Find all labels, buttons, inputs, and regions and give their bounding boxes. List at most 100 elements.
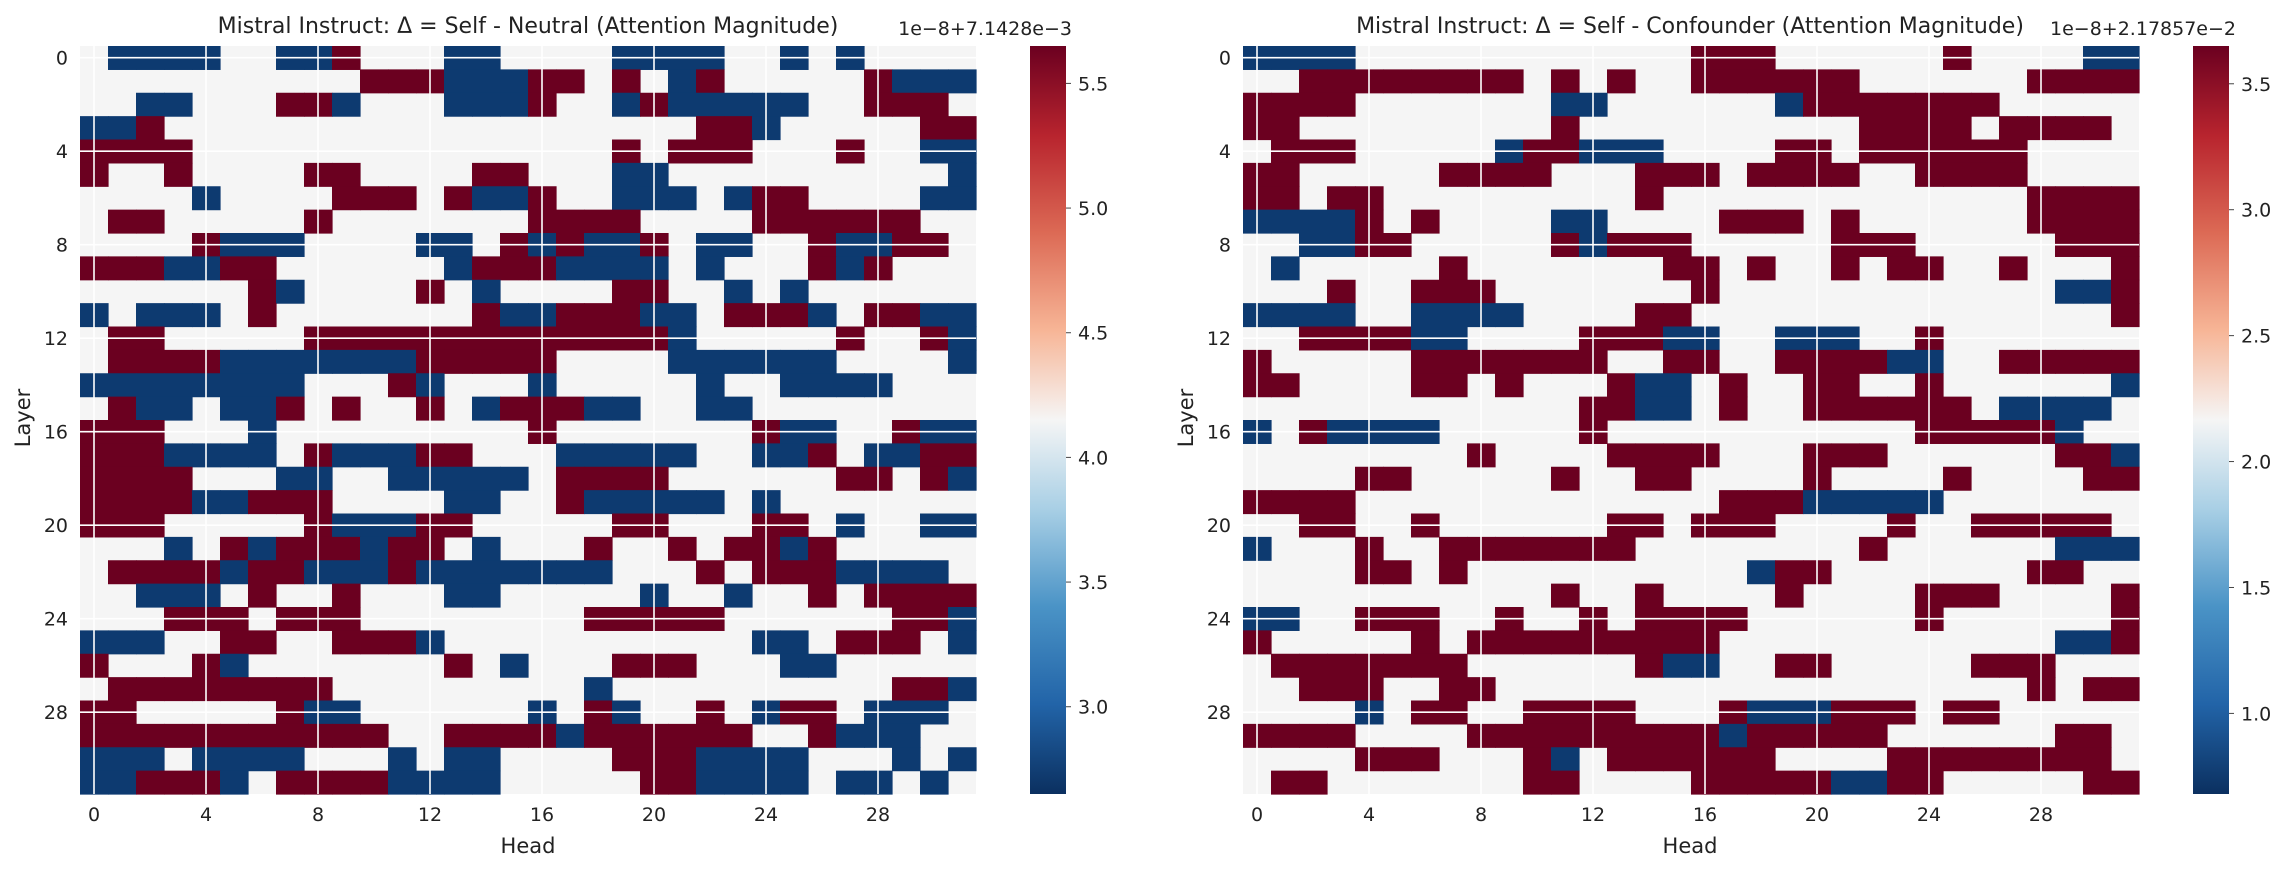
x-tick-label: 16 [1693,804,1717,826]
heatmap-cell [2055,69,2084,94]
heatmap-cell [248,560,277,585]
heatmap-cell [612,186,641,211]
x-tick-label: 8 [1475,804,1487,826]
heatmap-cell [612,69,641,94]
heatmap-cell [472,770,501,795]
heatmap-cell [1607,69,1636,94]
heatmap-cell [1775,653,1804,678]
heatmap-cell [1271,653,1300,678]
colorbar-tick-label: 1.0 [2241,703,2271,725]
heatmap-cell [1775,770,1804,795]
heatmap-cell [472,92,501,117]
heatmap-cell [948,747,977,772]
heatmap-cell [1327,723,1356,748]
heatmap-cell [1887,396,1916,421]
heatmap-cell [2111,303,2140,328]
heatmap-cell [668,303,697,328]
heatmap-cell [332,583,361,608]
heatmap-cell [1551,770,1580,795]
x-tick-label: 24 [754,804,778,826]
heatmap-cell [1887,770,1916,795]
x-tick-label: 28 [866,804,890,826]
heatmap-cell [1635,653,1664,678]
heatmap-cell [1523,162,1552,187]
heatmap-cell [1943,747,1972,772]
heatmap-cell [1299,723,1328,748]
heatmap-cell [1775,69,1804,94]
heatmap-cell [2055,209,2084,234]
heatmap-cell [920,770,949,795]
heatmap-cell [108,677,137,702]
heatmap-cell [1327,279,1356,304]
x-tick-label: 0 [88,804,100,826]
heatmap-cell [360,69,389,94]
heatmap-cell [1495,723,1524,748]
heatmap-cell [1271,256,1300,281]
heatmap-cell [2111,349,2140,374]
heatmap-cell [388,536,417,561]
heatmap-cell [808,256,837,281]
colorbar-tick-label: 3.5 [1078,572,1108,594]
heatmap-cell [892,303,921,328]
heatmap-cell [500,396,529,421]
heatmap-self-vs-confounder: Mistral Instruct: Δ = Self - Confounder … [1174,14,2271,858]
heatmap-cell [388,349,417,374]
heatmap-cell [780,209,809,234]
heatmap-cell [164,373,193,398]
heatmap-cell [892,677,921,702]
heatmap-cell [808,349,837,374]
heatmap-cell [108,560,137,585]
heatmap-cell [696,256,725,281]
heatmap-cell [724,770,753,795]
heatmap-cells [1243,46,2140,795]
heatmap-cell [1719,770,1748,795]
heatmap-cell [108,373,137,398]
heatmap-cell [1663,303,1692,328]
heatmap-cell [2083,677,2112,702]
heatmap-cell [1607,723,1636,748]
heatmap-cell [1551,583,1580,608]
heatmap-cell [892,443,921,468]
heatmap-cell [780,770,809,795]
heatmap-cell [220,373,249,398]
heatmap-cell [108,770,137,795]
y-tick-label: 4 [1219,141,1231,163]
heatmap-cell [1831,373,1860,398]
heatmap-cell [1831,92,1860,117]
heatmap-cell [1635,373,1664,398]
heatmap-cell [1607,373,1636,398]
heatmap-cell [2111,373,2140,398]
heatmap-cell [444,349,473,374]
heatmap-cell [276,770,305,795]
x-axis-ticks: 0 4 8 12 16 20 24 28 [1251,804,2053,826]
x-axis-ticks: 0 4 8 12 16 20 24 28 [88,804,890,826]
heatmap-cell [276,92,305,117]
heatmap-cell [808,303,837,328]
heatmap-cell [668,69,697,94]
heatmap-cell [1999,747,2028,772]
heatmap-cell [1887,256,1916,281]
heatmap-cell [164,560,193,585]
heatmap-cell [220,770,249,795]
heatmap-cell [1271,116,1300,141]
heatmap-cell [1887,747,1916,772]
heatmap-cell [276,490,305,515]
heatmap-cell [276,747,305,772]
heatmap-cell [472,349,501,374]
heatmap-cell [780,373,809,398]
heatmap-cell [332,162,361,187]
heatmap-cell [2083,443,2112,468]
heatmap-cell [472,69,501,94]
heatmap-cell [1775,209,1804,234]
heatmap-cell [1439,677,1468,702]
heatmap-cell [1635,303,1664,328]
heatmap-cell [1999,162,2028,187]
heatmap-cell [248,490,277,515]
heatmap-cell [1999,349,2028,374]
heatmap-cell [836,373,865,398]
heatmap-cell [1859,92,1888,117]
heatmap-cell [696,116,725,141]
heatmap-cell [2111,466,2140,491]
heatmap-cell [1635,443,1664,468]
heatmap-cell [1943,466,1972,491]
